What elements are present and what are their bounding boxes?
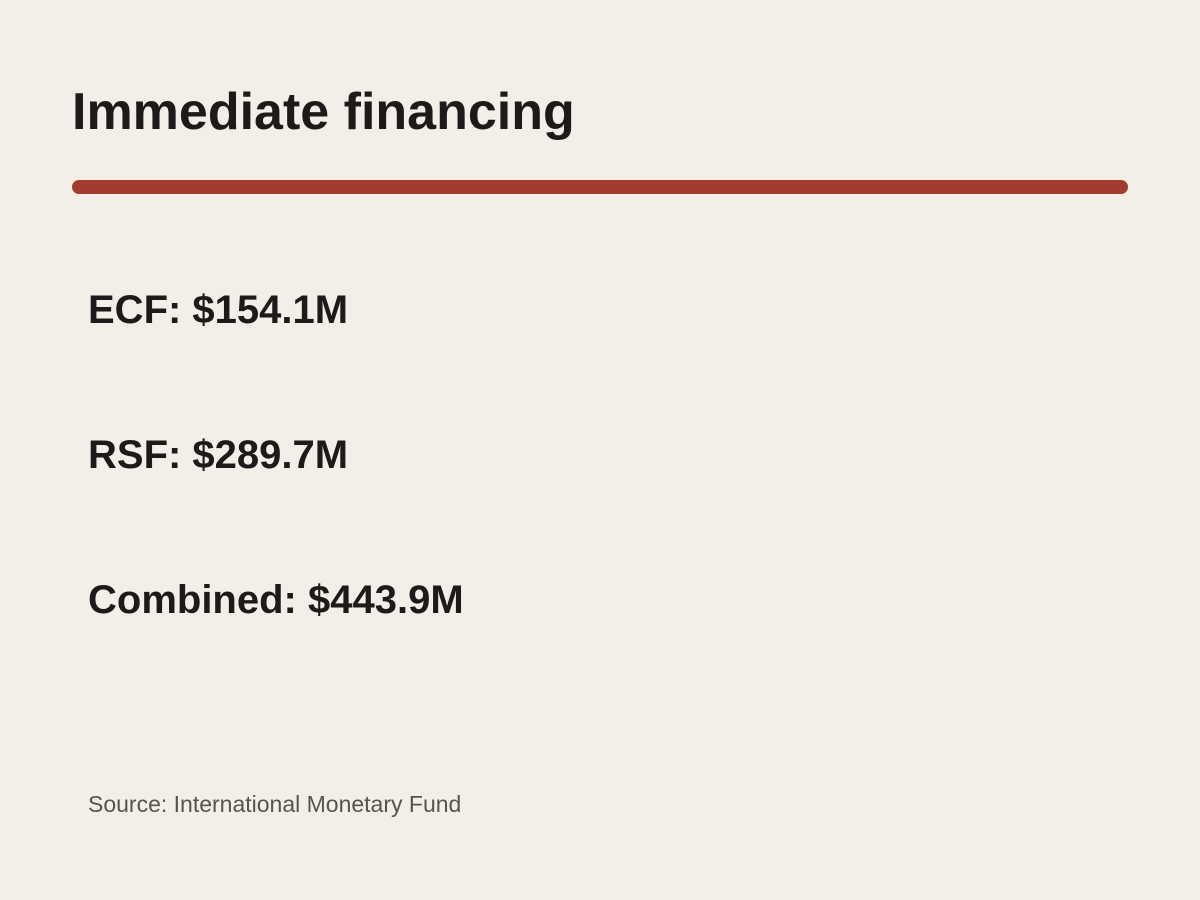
figure-line: RSF: $289.7M [88,433,349,477]
source-note: Source: International Monetary Fund [88,791,462,817]
accent-rule [72,180,1128,194]
figure-line: Combined: $443.9M [88,578,464,622]
title: Immediate financing [72,83,575,141]
figure-line: ECF: $154.1M [88,288,349,332]
